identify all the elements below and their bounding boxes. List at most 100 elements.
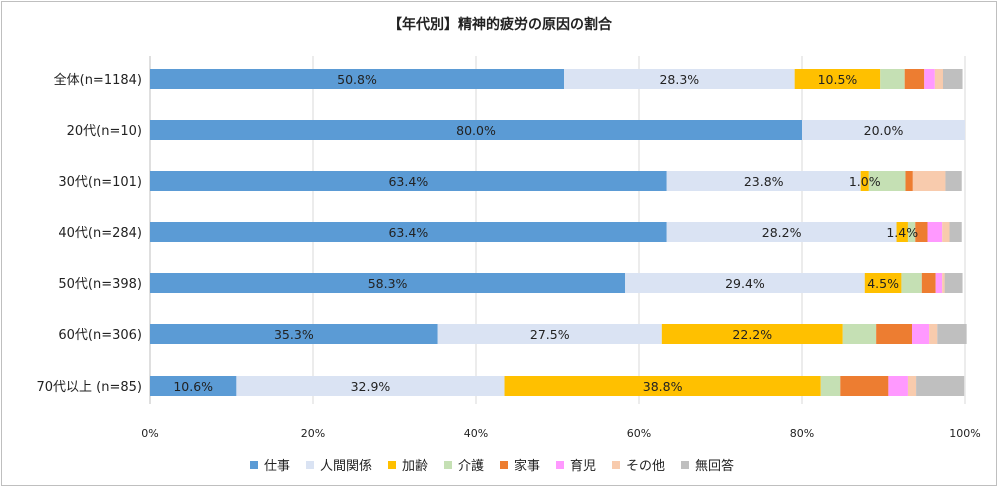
bar-4-3 <box>901 273 922 293</box>
bar-4-6 <box>942 273 945 293</box>
x-tick-label-1: 20% <box>301 427 325 440</box>
bar-2-4 <box>905 171 913 191</box>
legend-label-1: 人間関係 <box>320 459 372 474</box>
legend-label-4: 家事 <box>514 458 540 474</box>
bar-5-7 <box>937 324 967 344</box>
bar-0-3 <box>880 69 905 89</box>
data-label-2-1: 23.8% <box>744 174 784 189</box>
category-label-5: 60代(n=306) <box>58 328 142 343</box>
bar-6-5 <box>888 376 908 396</box>
bar-3-7 <box>949 222 962 242</box>
legend-label-6: その他 <box>626 459 665 474</box>
legend-swatch-0 <box>250 461 258 469</box>
bar-5-0 <box>150 324 438 344</box>
data-label-1-1: 20.0% <box>864 123 904 138</box>
legend-label-7: 無回答 <box>695 458 734 474</box>
bar-6-2 <box>504 376 821 396</box>
bar-2-7 <box>945 171 962 191</box>
bar-4-4 <box>921 273 936 293</box>
legend-swatch-3 <box>444 461 452 469</box>
data-label-0-0: 50.8% <box>337 72 377 87</box>
legend-label-0: 仕事 <box>264 459 290 474</box>
bar-1-1 <box>802 120 965 140</box>
legend-swatch-7 <box>681 461 689 469</box>
bar-6-4 <box>840 376 889 396</box>
data-label-5-1: 27.5% <box>530 327 570 342</box>
legend-swatch-2 <box>388 461 396 469</box>
bar-6-1 <box>236 376 505 396</box>
data-label-0-2: 10.5% <box>818 72 858 87</box>
bar-3-0 <box>150 222 667 242</box>
bar-3-4 <box>915 222 928 242</box>
legend-swatch-6 <box>612 461 620 469</box>
category-label-6: 70代以上 (n=85) <box>37 380 143 395</box>
bar-3-5 <box>927 222 943 242</box>
bar-3-1 <box>666 222 897 242</box>
bar-3-2 <box>896 222 908 242</box>
x-tick-label-2: 40% <box>464 427 488 440</box>
x-tick-label-4: 80% <box>790 427 814 440</box>
bar-4-0 <box>150 273 626 293</box>
bar-3-6 <box>942 222 950 242</box>
bar-1-0 <box>150 120 802 140</box>
bar-5-1 <box>437 324 662 344</box>
bar-2-0 <box>150 171 667 191</box>
data-label-6-1: 32.9% <box>351 379 391 394</box>
data-label-4-0: 58.3% <box>368 276 408 291</box>
data-label-6-0: 10.6% <box>173 379 213 394</box>
bar-6-7 <box>916 376 965 396</box>
bar-3-3 <box>907 222 916 242</box>
legend-swatch-5 <box>556 461 564 469</box>
category-label-0: 全体(n=1184) <box>54 72 142 88</box>
legend-swatch-4 <box>500 461 508 469</box>
bar-2-3 <box>868 171 906 191</box>
bar-0-5 <box>924 69 935 89</box>
legend-swatch-1 <box>306 461 314 469</box>
bar-0-0 <box>150 69 565 89</box>
data-label-5-2: 22.2% <box>732 327 772 342</box>
bar-4-7 <box>944 273 963 293</box>
bar-2-2 <box>860 171 869 191</box>
bar-2-1 <box>666 171 861 191</box>
x-tick-label-5: 100% <box>949 427 980 440</box>
bar-0-2 <box>794 69 881 89</box>
bar-4-2 <box>864 273 902 293</box>
data-label-3-1: 28.2% <box>762 225 802 240</box>
bar-6-0 <box>150 376 237 396</box>
bar-5-4 <box>876 324 913 344</box>
data-label-6-2: 38.8% <box>643 379 683 394</box>
data-label-4-2: 4.5% <box>867 276 899 291</box>
bar-5-3 <box>842 324 877 344</box>
data-label-4-1: 29.4% <box>725 276 765 291</box>
bar-5-6 <box>929 324 938 344</box>
bar-5-2 <box>661 324 843 344</box>
data-label-0-1: 28.3% <box>659 72 699 87</box>
legend-label-5: 育児 <box>570 458 596 474</box>
bar-2-6 <box>912 171 946 191</box>
category-label-2: 30代(n=101) <box>58 175 142 190</box>
data-label-2-2: 1.0% <box>849 174 881 189</box>
category-label-1: 20代(n=10) <box>67 124 142 139</box>
legend-label-2: 加齢 <box>402 459 428 474</box>
data-label-5-0: 35.3% <box>274 327 314 342</box>
category-label-3: 40代(n=284) <box>58 226 142 241</box>
data-label-3-0: 63.4% <box>388 225 428 240</box>
bar-0-1 <box>564 69 795 89</box>
bar-0-4 <box>904 69 925 89</box>
bar-6-6 <box>907 376 917 396</box>
x-tick-label-3: 60% <box>627 427 651 440</box>
bar-4-5 <box>935 273 943 293</box>
bar-4-1 <box>625 273 865 293</box>
x-tick-label-0: 0% <box>141 427 158 440</box>
bar-0-6 <box>934 69 943 89</box>
bar-0-7 <box>942 69 963 89</box>
data-label-2-0: 63.4% <box>388 174 428 189</box>
legend-label-3: 介護 <box>458 458 484 474</box>
chart-title: 【年代別】精神的疲労の原因の割合 <box>388 16 613 33</box>
bar-5-5 <box>912 324 930 344</box>
data-label-1-0: 80.0% <box>456 123 496 138</box>
category-label-4: 50代(n=398) <box>58 277 142 292</box>
bar-6-3 <box>820 376 841 396</box>
